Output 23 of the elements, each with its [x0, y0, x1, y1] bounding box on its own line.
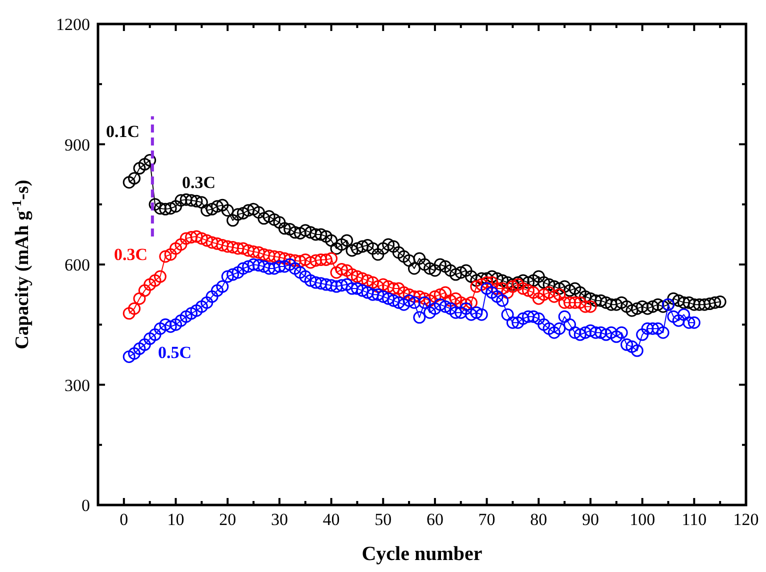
- x-tick-label: 100: [630, 510, 656, 529]
- x-tick-label: 30: [270, 510, 288, 529]
- x-tick-label: 10: [167, 510, 184, 529]
- annotation: 0.5C: [158, 343, 192, 362]
- x-tick-label: 20: [219, 510, 236, 529]
- x-tick-label: 50: [374, 510, 392, 529]
- y-tick-label: 1200: [56, 15, 90, 34]
- x-tick-label: 0: [120, 510, 128, 529]
- y-tick-label: 0: [82, 496, 90, 515]
- x-tick-label: 90: [582, 510, 599, 529]
- x-tick-label: 40: [322, 510, 340, 529]
- annotation: 0.1C: [106, 122, 140, 141]
- y-tick-label: 300: [64, 376, 90, 395]
- annotation: 0.3C: [114, 245, 148, 264]
- x-tick-label: 70: [478, 510, 496, 529]
- x-tick-label: 60: [426, 510, 444, 529]
- annotation: 0.3C: [182, 173, 216, 192]
- x-tick-label: 80: [530, 510, 548, 529]
- x-tick-label: 120: [733, 510, 759, 529]
- y-tick-label: 900: [64, 135, 90, 154]
- x-axis-title: Cycle number: [362, 543, 482, 565]
- y-tick-label: 600: [64, 256, 90, 274]
- x-tick-label: 110: [682, 510, 707, 529]
